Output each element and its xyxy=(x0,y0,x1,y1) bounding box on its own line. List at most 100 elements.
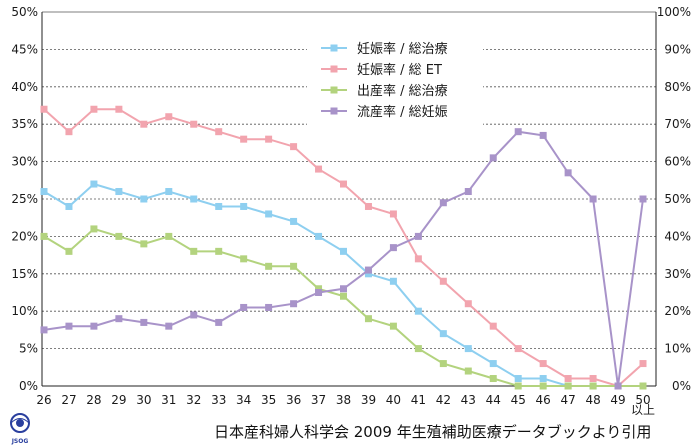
series-point xyxy=(40,326,48,334)
y-left-tick-label: 0% xyxy=(19,379,38,393)
series-point xyxy=(439,199,447,207)
series-point xyxy=(564,169,572,177)
series-point xyxy=(539,375,547,383)
x-tick-label: 50 xyxy=(635,393,650,407)
series-point xyxy=(589,382,597,390)
series-point xyxy=(215,318,223,326)
series-point xyxy=(539,360,547,368)
series-point xyxy=(65,128,73,136)
series-point xyxy=(290,262,298,270)
series-point xyxy=(439,330,447,338)
series-point xyxy=(364,202,372,210)
y-right-tick-label: 30% xyxy=(664,267,691,281)
legend-swatch-marker xyxy=(330,65,338,73)
series-point xyxy=(539,131,547,139)
series-point xyxy=(240,135,248,143)
series-point xyxy=(90,322,98,330)
series-point xyxy=(115,315,123,323)
x-tick-label: 30 xyxy=(136,393,151,407)
logo-label: JSOG xyxy=(11,438,29,445)
series-point xyxy=(414,345,422,353)
series-point xyxy=(464,367,472,375)
y-right-tick-label: 70% xyxy=(664,117,691,131)
jsog-logo-icon: JSOG xyxy=(10,413,30,445)
series-point xyxy=(439,277,447,285)
series-point xyxy=(539,382,547,390)
series-point xyxy=(489,322,497,330)
source-caption: 日本産科婦人科学会 2009 年生殖補助医療データブックより引用 xyxy=(214,423,652,441)
x-tick-label: 36 xyxy=(286,393,301,407)
series-point xyxy=(215,202,223,210)
series-point xyxy=(265,135,273,143)
series-point xyxy=(215,247,223,255)
x-tick-label: 34 xyxy=(236,393,251,407)
series-point xyxy=(265,210,273,218)
series-point xyxy=(140,318,148,326)
x-tick-label: 45 xyxy=(511,393,526,407)
x-tick-label: 33 xyxy=(211,393,226,407)
y-right-tick-label: 80% xyxy=(664,80,691,94)
series-point xyxy=(639,360,647,368)
x-tick-label: 31 xyxy=(161,393,176,407)
x-tick-label: 29 xyxy=(111,393,126,407)
y-right-tick-label: 90% xyxy=(664,42,691,56)
series-line xyxy=(43,182,643,387)
series-point xyxy=(589,375,597,383)
y-right-tick-label: 50% xyxy=(664,192,691,206)
series-point xyxy=(489,375,497,383)
legend-label: 出産率 / 総治療 xyxy=(357,83,448,99)
x-tick-label: 42 xyxy=(436,393,451,407)
series-point xyxy=(315,165,323,173)
series-point xyxy=(90,105,98,113)
series-point xyxy=(40,105,48,113)
series-point xyxy=(514,128,522,136)
series-point xyxy=(190,120,198,128)
series-point xyxy=(315,285,323,293)
x-tick-label: 35 xyxy=(261,393,276,407)
series-line xyxy=(43,130,644,387)
x-tick-label: 28 xyxy=(86,393,101,407)
legend-label: 妊娠率 / 総 ET xyxy=(357,62,442,78)
series-point xyxy=(90,225,98,233)
series-point xyxy=(315,289,323,296)
y-left-tick-label: 45% xyxy=(11,42,38,56)
x-tick-sublabel: 以上 xyxy=(631,403,655,417)
series-point xyxy=(190,311,198,319)
series-point xyxy=(265,262,273,270)
x-tick-label: 43 xyxy=(461,393,476,407)
y-left-tick-label: 40% xyxy=(11,80,38,94)
y-left-tick-label: 35% xyxy=(11,117,38,131)
series-point xyxy=(65,247,73,255)
legend-swatch-marker xyxy=(330,86,338,94)
series-point xyxy=(340,285,347,293)
y-left-tick-label: 50% xyxy=(11,5,38,19)
x-tick-label: 37 xyxy=(311,393,326,407)
series-point xyxy=(165,322,173,330)
series-point xyxy=(389,244,397,252)
series-point xyxy=(364,266,372,274)
y-left-tick-label: 15% xyxy=(11,267,38,281)
y-right-tick-label: 10% xyxy=(664,342,691,356)
y-right-tick-label: 40% xyxy=(664,229,691,243)
series-point xyxy=(589,195,597,203)
y-right-tick-label: 100% xyxy=(657,5,691,19)
series-point xyxy=(315,232,323,240)
y-left-tick-label: 25% xyxy=(11,192,38,206)
series-point xyxy=(115,105,123,113)
series-point xyxy=(340,180,347,188)
series-point xyxy=(364,315,372,323)
legend-label: 妊娠率 / 総治療 xyxy=(357,41,448,57)
series-point xyxy=(165,188,173,196)
series-point xyxy=(389,322,397,330)
x-tick-label: 26 xyxy=(36,393,51,407)
series-point xyxy=(389,210,397,218)
legend-swatch-marker xyxy=(330,44,338,52)
x-tick-label: 38 xyxy=(336,393,351,407)
series-point xyxy=(165,232,173,240)
x-tick-label: 49 xyxy=(610,393,625,407)
series-point xyxy=(340,292,347,300)
x-tick-label: 48 xyxy=(585,393,600,407)
series-point xyxy=(140,195,148,203)
